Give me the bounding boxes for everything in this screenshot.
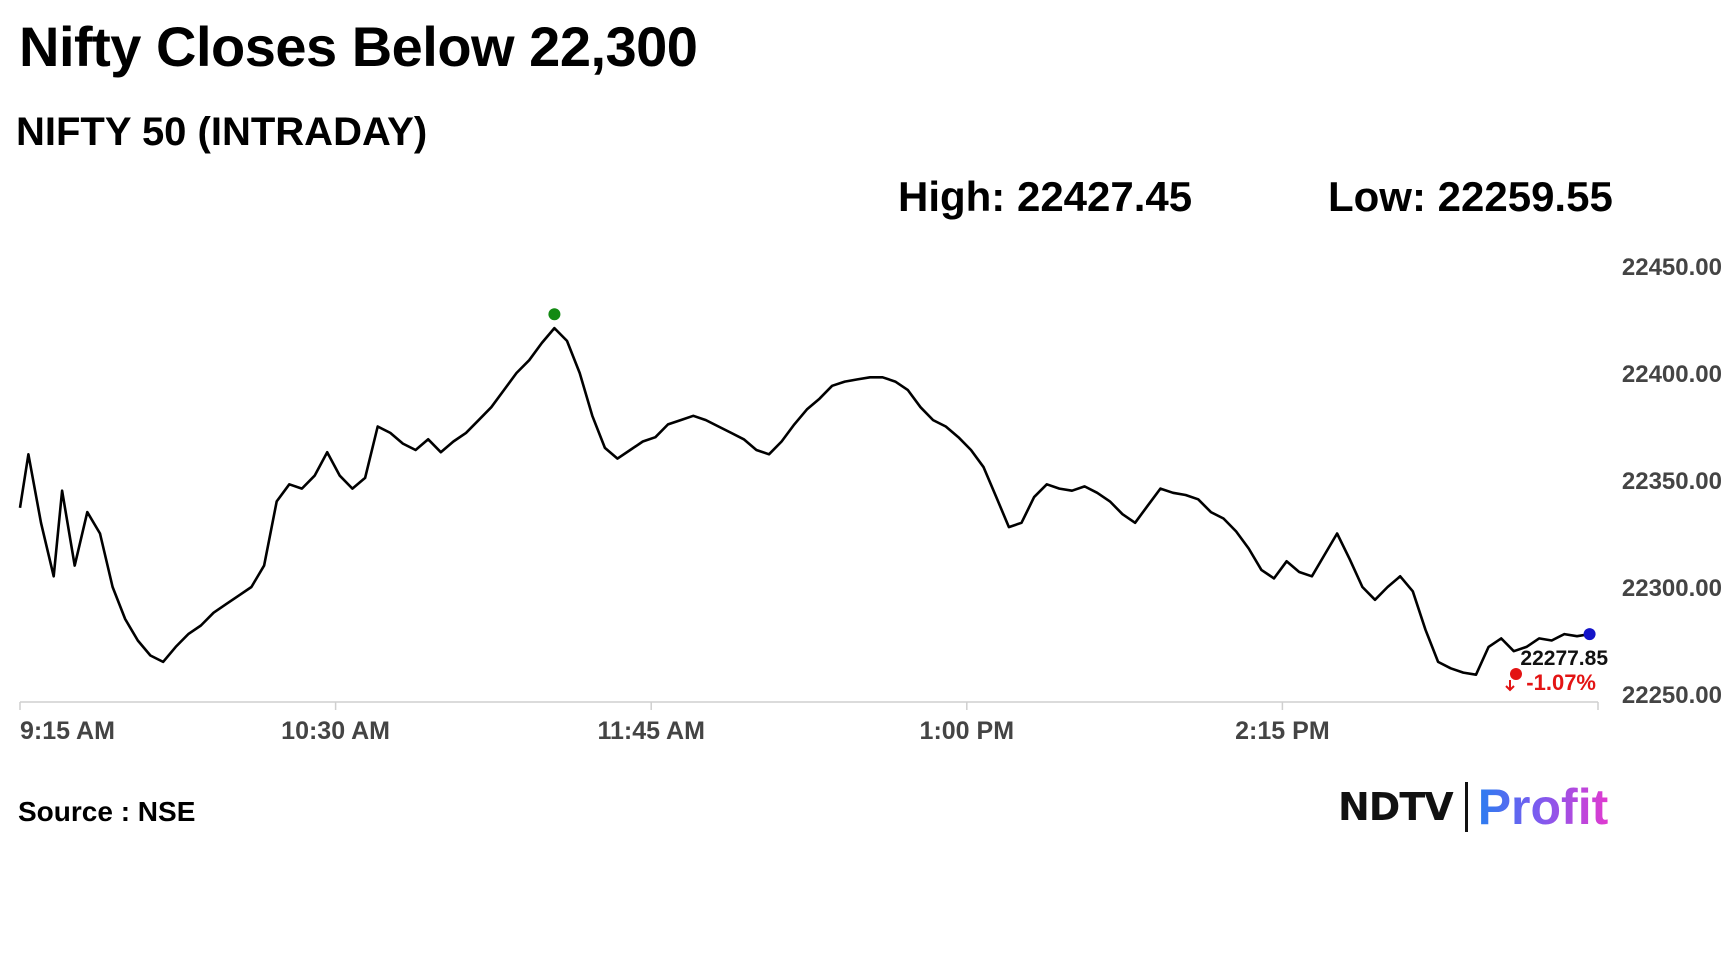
y-tick-label: 22450.00	[1622, 254, 1722, 281]
y-tick-label: 22350.00	[1622, 468, 1722, 495]
x-tick-label: 2:15 PM	[1235, 717, 1329, 745]
x-tick-label: 11:45 AM	[597, 717, 704, 745]
day-high-marker	[548, 308, 561, 321]
price-chart: 22250.00 22300.00 22350.00 22400.00 22450.00…	[18, 254, 1722, 745]
x-tick-label: 9:15 AM	[20, 717, 115, 745]
change-label: -1.07%	[1526, 670, 1596, 695]
chart-title: Nifty Closes Below 22,300	[19, 15, 698, 78]
y-tick-label: 22300.00	[1622, 575, 1722, 602]
x-tick-label: 10:30 AM	[281, 717, 390, 745]
y-tick-label: 22400.00	[1622, 361, 1722, 388]
x-tick-label: 1:00 PM	[920, 717, 1014, 745]
y-axis: 22250.00 22300.00 22350.00 22400.00 22450.00	[1622, 254, 1722, 709]
brand-logo: NDTV Profit	[1338, 779, 1609, 835]
brand-divider	[1464, 782, 1468, 832]
low-stat: Low: 22259.55	[1328, 173, 1613, 220]
brand-ndtv-wordmark: NDTV	[1338, 785, 1454, 829]
change-dot	[1510, 668, 1522, 680]
source-note: Source : NSE	[18, 796, 196, 827]
last-price-marker	[1583, 628, 1596, 641]
last-value-label: 22277.85	[1520, 647, 1608, 670]
y-tick-label: 22250.00	[1622, 682, 1722, 709]
high-stat: High: 22427.45	[898, 173, 1193, 220]
brand-profit-wordmark: Profit	[1477, 779, 1609, 835]
x-axis: 9:15 AM 10:30 AM 11:45 AM 1:00 PM 2:15 PM	[19, 701, 1599, 745]
chart-subtitle: NIFTY 50 (INTRADAY)	[16, 110, 428, 154]
down-arrow-icon	[1505, 680, 1515, 692]
markers-group: 22277.85-1.07%	[548, 308, 1608, 695]
series-group	[18, 326, 1590, 677]
series-line	[18, 326, 1590, 677]
